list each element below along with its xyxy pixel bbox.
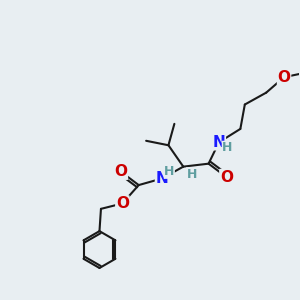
Text: N: N [155,171,168,186]
Text: N: N [213,135,225,150]
Text: H: H [186,168,197,181]
Text: O: O [278,70,290,85]
Text: O: O [220,169,233,184]
Text: H: H [164,166,175,178]
Text: H: H [222,141,232,154]
Text: O: O [114,164,128,179]
Text: O: O [116,196,129,211]
